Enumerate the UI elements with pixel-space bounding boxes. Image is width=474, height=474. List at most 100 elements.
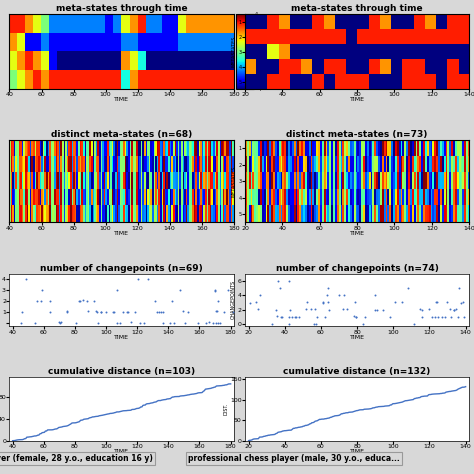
Point xyxy=(256,292,264,299)
Title: distinct meta-states (n=68): distinct meta-states (n=68) xyxy=(51,130,192,139)
Point xyxy=(371,292,378,299)
Point xyxy=(110,308,118,315)
Point xyxy=(131,309,139,316)
X-axis label: TIME: TIME xyxy=(114,98,129,102)
Point xyxy=(95,319,102,327)
Point xyxy=(285,313,292,320)
Point xyxy=(292,313,300,320)
Point xyxy=(446,305,454,313)
Point xyxy=(425,306,432,313)
Point xyxy=(46,308,54,315)
Title: cumulative distance (n=103): cumulative distance (n=103) xyxy=(48,367,195,376)
X-axis label: TIME: TIME xyxy=(114,335,129,339)
Point xyxy=(211,287,219,294)
Point xyxy=(291,313,299,320)
Point xyxy=(416,305,423,313)
Point xyxy=(246,299,254,307)
Point xyxy=(351,299,358,306)
Point xyxy=(224,286,231,294)
Title: distinct meta-states (n=73): distinct meta-states (n=73) xyxy=(286,130,428,139)
Point xyxy=(312,320,319,328)
Y-axis label: CHANGEPOINTS: CHANGEPOINTS xyxy=(231,280,236,319)
Point xyxy=(459,299,466,306)
Y-axis label: METASTATES: METASTATES xyxy=(232,166,237,197)
Point xyxy=(34,297,41,305)
Point xyxy=(212,319,219,327)
Point xyxy=(211,286,219,294)
Point xyxy=(285,277,293,285)
Point xyxy=(443,299,451,306)
Point xyxy=(311,305,319,313)
Point xyxy=(273,312,281,320)
Point xyxy=(455,313,462,320)
Point xyxy=(361,313,368,320)
Point xyxy=(254,306,262,313)
Point xyxy=(276,284,283,292)
Point xyxy=(431,313,439,321)
Point xyxy=(216,319,224,326)
Point xyxy=(404,284,412,292)
Point xyxy=(18,308,26,316)
Point xyxy=(252,298,259,306)
Point xyxy=(352,313,359,320)
Point xyxy=(450,306,458,314)
Y-axis label: DIST.: DIST. xyxy=(223,403,228,415)
Point xyxy=(451,306,458,313)
Point xyxy=(360,320,367,328)
Point xyxy=(213,308,221,315)
Point xyxy=(340,292,348,299)
Point xyxy=(428,313,436,321)
Point xyxy=(202,319,210,327)
Point xyxy=(181,319,189,327)
X-axis label: TIME: TIME xyxy=(350,231,365,236)
Point xyxy=(310,320,318,328)
Text: professional chess player (male, 30 y.o., educa...: professional chess player (male, 30 y.o.… xyxy=(188,454,400,463)
Point xyxy=(123,308,131,316)
Point xyxy=(438,313,446,320)
Point xyxy=(373,306,381,313)
Point xyxy=(441,313,449,320)
Point xyxy=(372,306,379,313)
Point xyxy=(288,313,295,321)
Point xyxy=(124,308,131,316)
Point xyxy=(75,298,83,305)
Point xyxy=(339,305,346,313)
Point xyxy=(37,297,45,305)
Point xyxy=(144,275,152,283)
Point xyxy=(319,299,327,307)
Point xyxy=(212,308,220,315)
Point xyxy=(63,308,71,315)
Point xyxy=(303,299,310,306)
X-axis label: TIME: TIME xyxy=(114,449,129,454)
Point xyxy=(97,308,105,316)
Point xyxy=(137,319,144,327)
Point xyxy=(170,319,178,327)
Point xyxy=(91,297,98,304)
Point xyxy=(55,319,63,326)
Point xyxy=(179,308,186,315)
Point xyxy=(84,308,92,315)
Point xyxy=(314,313,321,321)
Point xyxy=(56,319,64,327)
Point xyxy=(350,312,357,320)
Point xyxy=(154,308,161,315)
Title: number of changepoints (n=74): number of changepoints (n=74) xyxy=(276,264,438,273)
Y-axis label: METASTATES: METASTATES xyxy=(232,36,237,67)
Point xyxy=(93,308,101,316)
Point xyxy=(324,298,332,306)
Point xyxy=(152,298,159,305)
X-axis label: TIME: TIME xyxy=(350,335,365,339)
Point xyxy=(159,308,166,315)
Point xyxy=(18,319,25,327)
Point xyxy=(72,319,80,327)
Point xyxy=(102,308,110,316)
Point xyxy=(319,299,327,306)
Point xyxy=(176,286,184,293)
Point xyxy=(63,308,71,316)
Point xyxy=(274,277,282,285)
Point xyxy=(302,305,310,313)
Point xyxy=(214,297,221,304)
Point xyxy=(215,319,222,327)
Point xyxy=(166,319,173,327)
Point xyxy=(455,284,463,292)
